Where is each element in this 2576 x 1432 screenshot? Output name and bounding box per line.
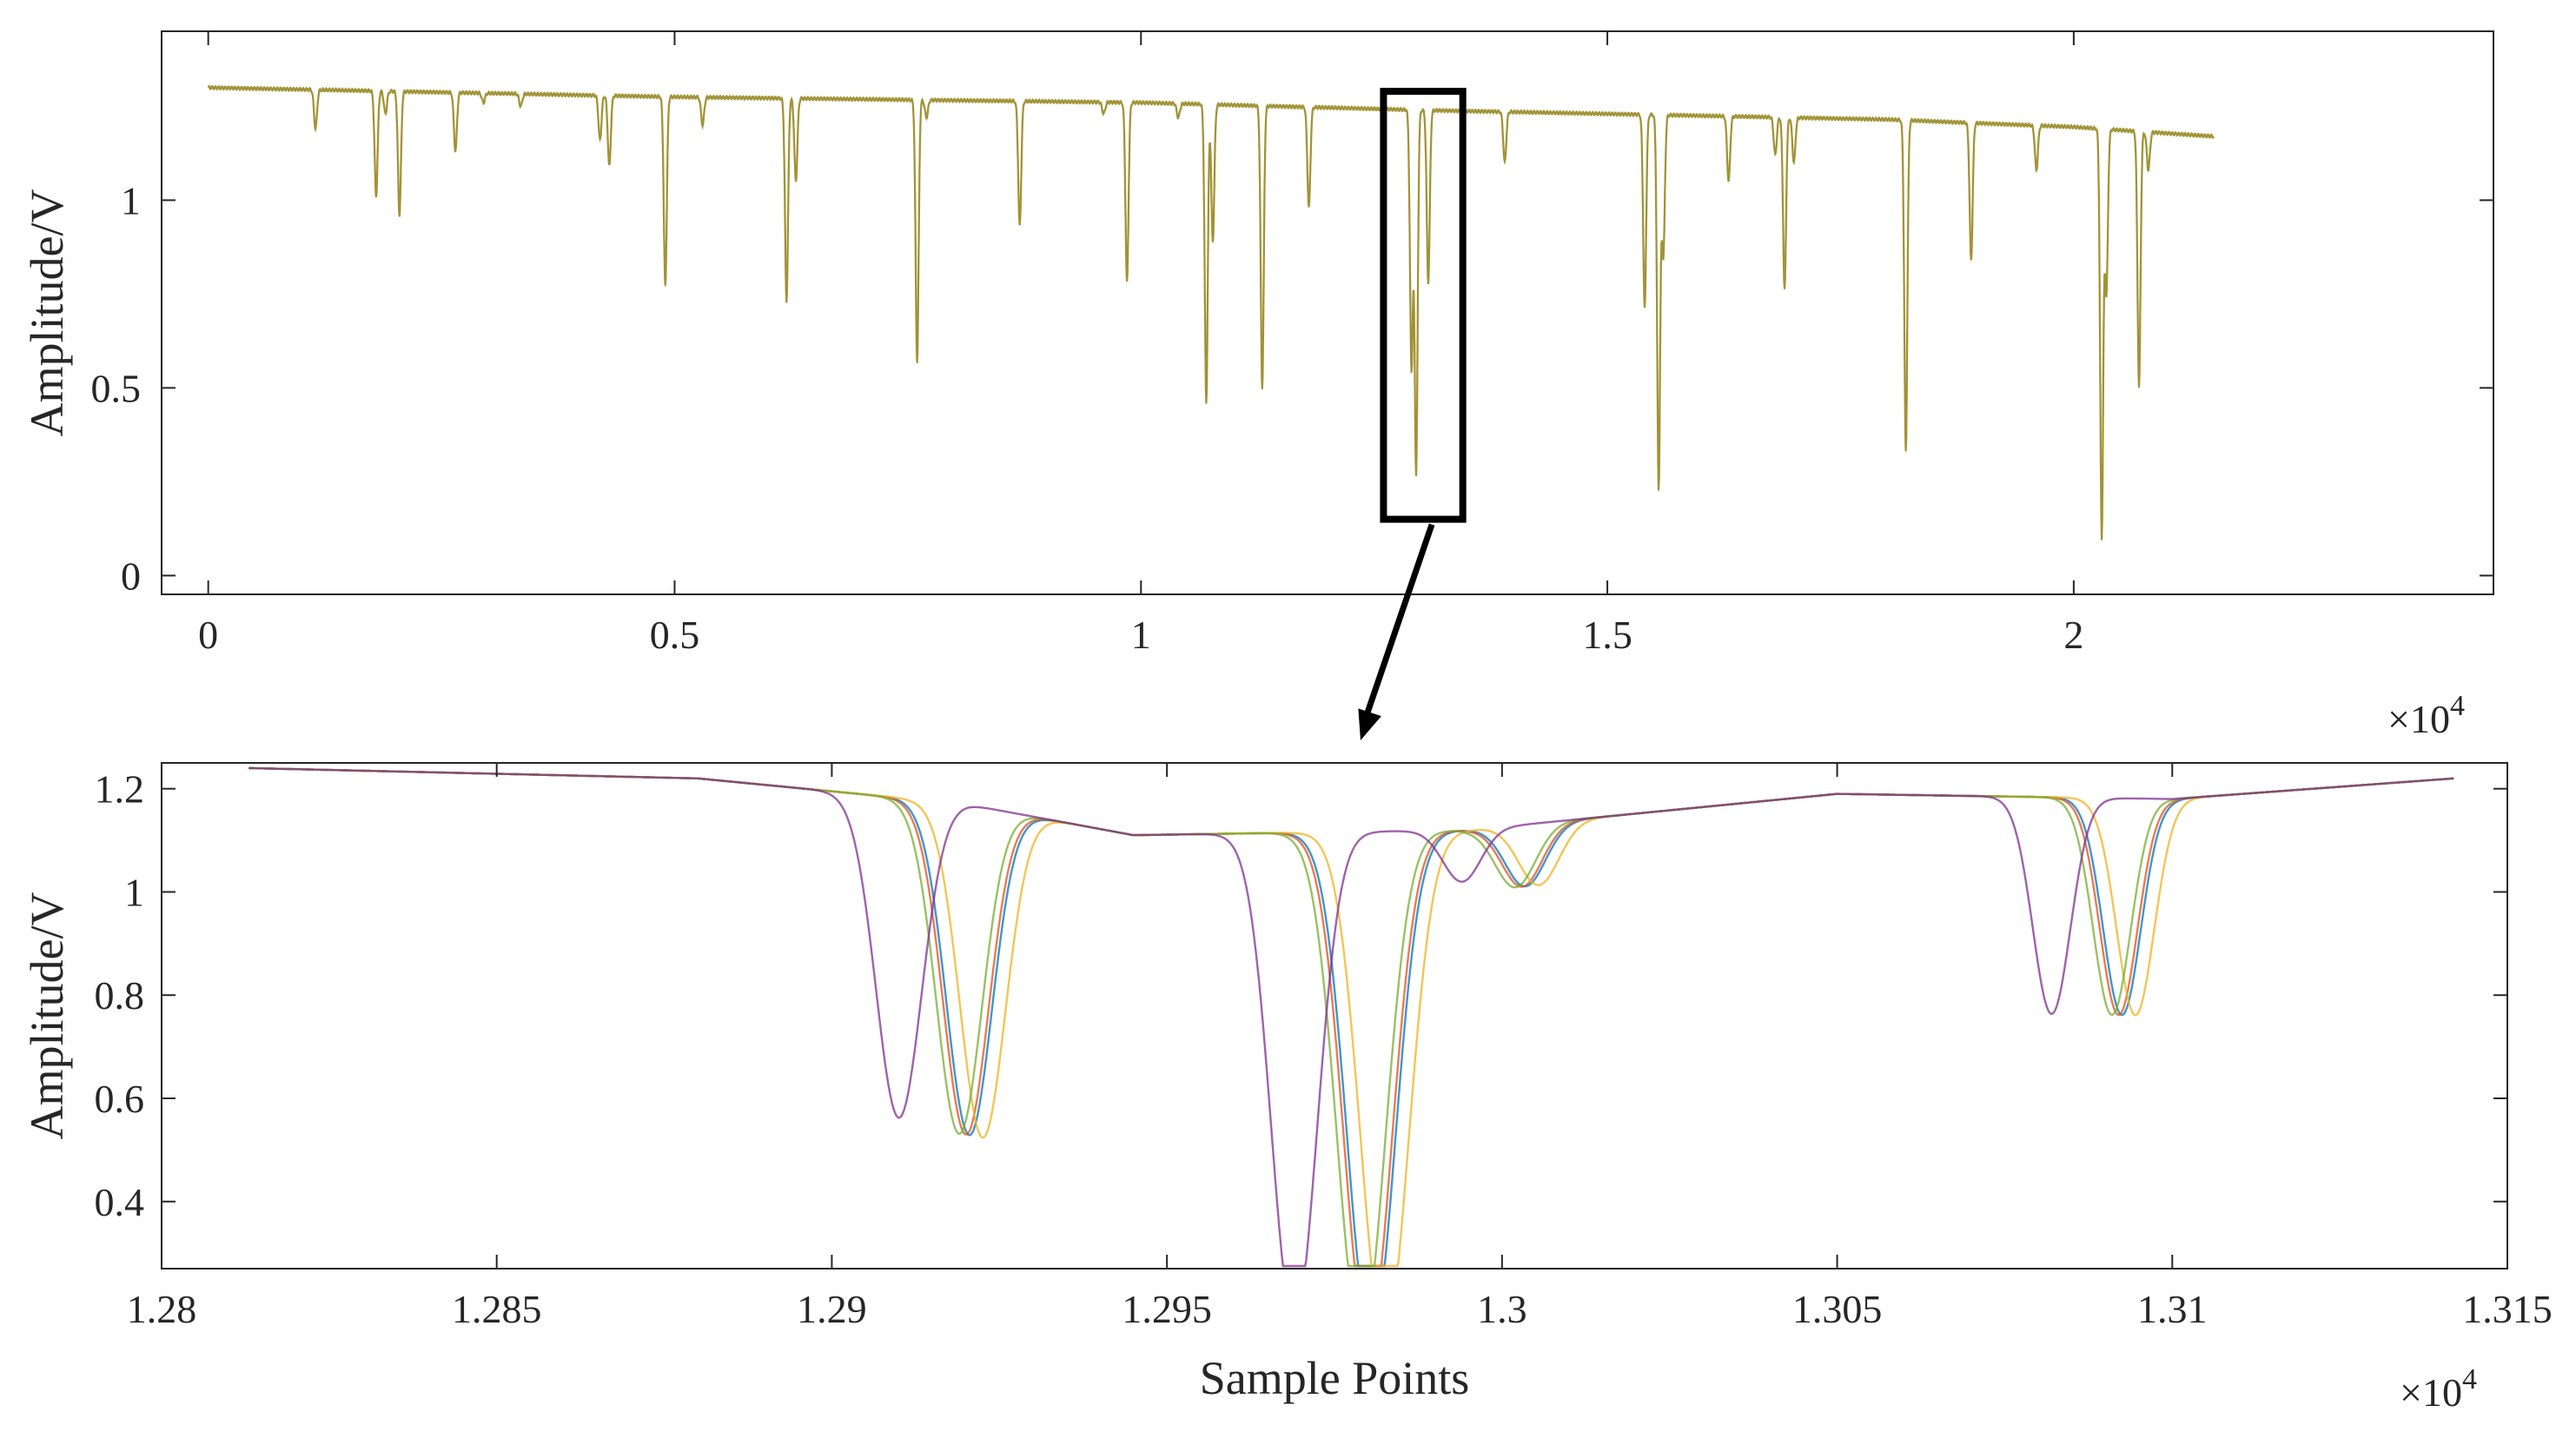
top-chart-ticks: 0 0.5 1 1.5 2 0 0.5 1 (91, 31, 2493, 657)
top-chart-ytick-label: 0 (121, 554, 141, 598)
top-chart-xtick-label: 1.5 (1582, 613, 1632, 657)
bottom-chart-xtick-label: 1.28 (127, 1287, 197, 1331)
zoom-arrow-head-icon (1358, 708, 1381, 740)
bottom-chart-ytick-label: 0.6 (95, 1077, 145, 1121)
bottom-chart-x-multiplier: ×104 (2400, 1363, 2477, 1415)
bottom-chart-series-line (248, 766, 2454, 1268)
top-chart-ytick-label: 1 (121, 178, 141, 222)
bottom-chart: 1.28 1.285 1.29 1.295 1.3 1.305 1.31 1.315 0.4 0.… (21, 762, 2553, 1415)
top-chart-xtick-label: 2 (2063, 613, 2083, 657)
bottom-chart-ytick-label: 0.8 (95, 973, 145, 1018)
bottom-chart-ytick-label: 0.4 (95, 1180, 145, 1224)
zoom-box (1380, 88, 1467, 523)
top-chart: 0 0.5 1 1.5 2 0 0.5 1 Amplitude/V ×104 (21, 30, 2494, 741)
bottom-chart-xtick-label: 1.285 (452, 1287, 542, 1331)
top-chart-series-line (207, 84, 2215, 540)
top-chart-ytick-label: 0.5 (91, 366, 142, 410)
top-chart-xtick-label: 0.5 (650, 613, 700, 657)
bottom-chart-ticks: 1.28 1.285 1.29 1.295 1.3 1.305 1.31 1.315 0.4 0.… (95, 763, 2553, 1331)
zoom-arrow (1362, 523, 1435, 719)
top-chart-series-line (208, 84, 2215, 541)
bottom-chart-xlabel: Sample Points (1200, 1352, 1470, 1404)
top-chart-x-multiplier: ×104 (2387, 690, 2465, 741)
bottom-chart-xtick-label: 1.3 (1477, 1287, 1527, 1331)
bottom-chart-ytick-label: 1.2 (95, 767, 145, 812)
bottom-chart-ytick-label: 1 (124, 870, 144, 914)
bottom-chart-xtick-label: 1.315 (2462, 1287, 2553, 1331)
top-chart-xtick-label: 0 (198, 613, 218, 657)
top-chart-ylabel: Amplitude/V (21, 189, 73, 437)
top-chart-xtick-label: 1 (1131, 613, 1151, 657)
bottom-chart-xtick-label: 1.305 (1792, 1287, 1883, 1331)
bottom-chart-xtick-label: 1.29 (797, 1287, 867, 1331)
bottom-chart-xtick-label: 1.31 (2137, 1287, 2208, 1331)
bottom-chart-axes-box (161, 762, 2508, 1270)
bottom-chart-xtick-label: 1.295 (1122, 1287, 1212, 1331)
bottom-chart-series-group (248, 766, 2454, 1268)
top-chart-axes-box (161, 30, 2494, 595)
bottom-chart-ylabel: Amplitude/V (21, 892, 73, 1140)
top-chart-series-group (207, 84, 2215, 541)
